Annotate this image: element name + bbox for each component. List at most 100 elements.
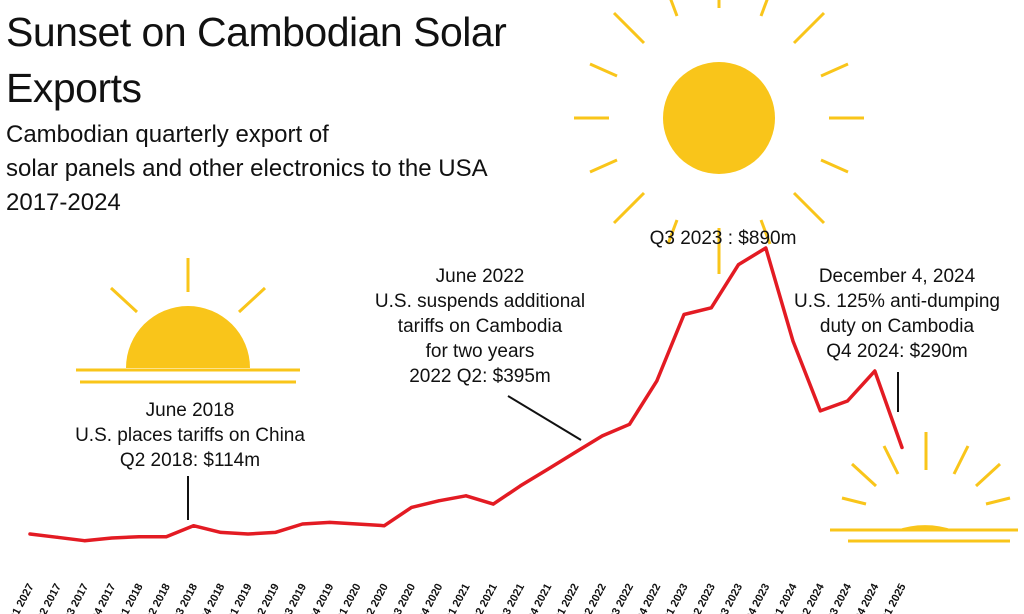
x-tick-label: Q3 2023 — [715, 582, 745, 614]
annotation-line: Q3 2023 : $890m — [649, 228, 797, 249]
annotation-line: U.S. 125% anti-dumping — [794, 291, 1000, 312]
annotation-line: U.S. suspends additional — [374, 291, 586, 312]
data-point — [873, 369, 877, 373]
sun-ray — [669, 0, 679, 17]
x-tick-label: Q4 2019 — [306, 582, 336, 614]
annotation-line: duty on Cambodia — [819, 316, 975, 337]
sun-ray — [820, 62, 849, 78]
sun-ray — [792, 11, 826, 45]
subtitle-line: solar panels and other electronics to th… — [6, 155, 488, 182]
annotation-june-2022: June 2022 U.S. suspends additional tarif… — [330, 264, 630, 389]
x-tick-label: Q4 2020 — [415, 582, 445, 614]
data-point — [818, 409, 822, 413]
callout-lines — [187, 372, 899, 520]
data-point — [28, 532, 32, 536]
x-tick-label: Q2 2022 — [579, 582, 609, 614]
annotation-line: Q4 2024: $290m — [826, 341, 968, 362]
data-point — [55, 535, 59, 539]
data-point — [628, 422, 631, 426]
sun-ray — [792, 191, 826, 225]
sunset-icon — [830, 432, 1018, 543]
data-point — [682, 313, 686, 316]
x-tick-label: Q1 2025 — [878, 582, 908, 614]
data-point — [328, 520, 332, 524]
sun-ray — [612, 191, 646, 225]
series-layer — [28, 246, 904, 543]
sun-ray — [589, 158, 618, 174]
x-tick-label: Q4 2024 — [851, 581, 882, 614]
annotation-line: June 2022 — [435, 266, 525, 287]
x-tick-label: Q2 2021 — [470, 582, 500, 614]
data-point — [410, 505, 413, 509]
data-point — [764, 246, 768, 250]
data-point — [546, 467, 550, 471]
x-tick-label: Q4 2017 — [88, 582, 118, 614]
x-tick-label: Q2 2023 — [688, 582, 718, 614]
x-tick-label: Q2 2017 — [34, 582, 64, 614]
data-point — [900, 446, 904, 449]
x-tick-label: Q2 2019 — [252, 582, 282, 614]
sun-ray — [882, 445, 900, 475]
data-point — [110, 536, 114, 540]
x-tick-label: Q2 2020 — [361, 582, 391, 614]
x-tick-label: Q3 2017 — [61, 582, 91, 614]
data-point — [519, 484, 522, 488]
data-point — [846, 399, 849, 403]
sun-ray — [820, 158, 849, 174]
x-tick-label: Q1 2019 — [224, 582, 254, 614]
annotation-june-2018: June 2018 U.S. places tariffs on China Q… — [20, 398, 360, 473]
data-point — [737, 263, 740, 267]
data-point — [791, 339, 795, 343]
sun-ray — [985, 496, 1011, 506]
sun-ray — [612, 11, 646, 45]
x-tick-label: Q4 2018 — [197, 582, 227, 614]
data-point — [301, 522, 304, 526]
annotation-line: December 4, 2024 — [818, 266, 976, 287]
annotation-line: U.S. places tariffs on China — [75, 425, 305, 446]
annotation-peak-2023: Q3 2023 : $890m — [618, 226, 828, 251]
data-point — [655, 379, 659, 383]
annotation-dec-2024: December 4, 2024 U.S. 125% anti-dumping … — [772, 264, 1022, 364]
x-tick-label: Q1 2018 — [115, 582, 145, 614]
sun-decorations — [76, 0, 1018, 543]
data-point — [219, 530, 223, 534]
annotation-line: for two years — [425, 341, 535, 362]
x-tick-label: Q2 2024 — [797, 581, 828, 614]
callout-line-2022 — [507, 395, 582, 441]
sun-ray — [974, 462, 1002, 488]
x-tick-label: Q4 2023 — [742, 582, 772, 614]
x-tick-label: Q3 2024 — [824, 581, 855, 614]
annotation-line: June 2018 — [145, 400, 235, 421]
x-tick-label: Q1 2021 — [442, 582, 472, 614]
x-tick-label: Q4 2021 — [524, 582, 554, 614]
x-tick-label: Q4 2022 — [633, 582, 663, 614]
sun-ray — [109, 286, 139, 314]
x-tick-label: Q3 2020 — [388, 582, 418, 614]
data-point — [491, 502, 495, 506]
sun-ray — [759, 219, 772, 245]
data-point — [273, 530, 277, 534]
sun-ray — [841, 496, 867, 506]
x-tick-label: Q1 2020 — [333, 582, 363, 614]
subtitle-line: 2017-2024 — [6, 189, 121, 216]
x-tick-label: Q1 2022 — [551, 582, 581, 614]
sun-ray — [952, 445, 970, 475]
data-point — [437, 499, 441, 503]
data-point — [137, 535, 141, 539]
x-tick-label: Q3 2019 — [279, 582, 309, 614]
data-point — [709, 306, 713, 310]
sun-ray — [850, 462, 878, 488]
data-point — [355, 522, 359, 526]
sun-icon — [574, 0, 864, 274]
data-point — [600, 434, 604, 438]
subtitle-line: Cambodian quarterly export of — [6, 121, 329, 148]
x-tick-label: Q2 2018 — [143, 582, 173, 614]
chart-subtitle: Cambodian quarterly export of solar pane… — [6, 118, 606, 220]
data-point — [192, 524, 195, 528]
annotation-line: 2022 Q2: $395m — [409, 366, 551, 387]
data-point — [164, 535, 168, 539]
annotation-line: Q2 2018: $114m — [119, 450, 261, 471]
annotation-line: tariffs on Cambodia — [397, 316, 563, 337]
